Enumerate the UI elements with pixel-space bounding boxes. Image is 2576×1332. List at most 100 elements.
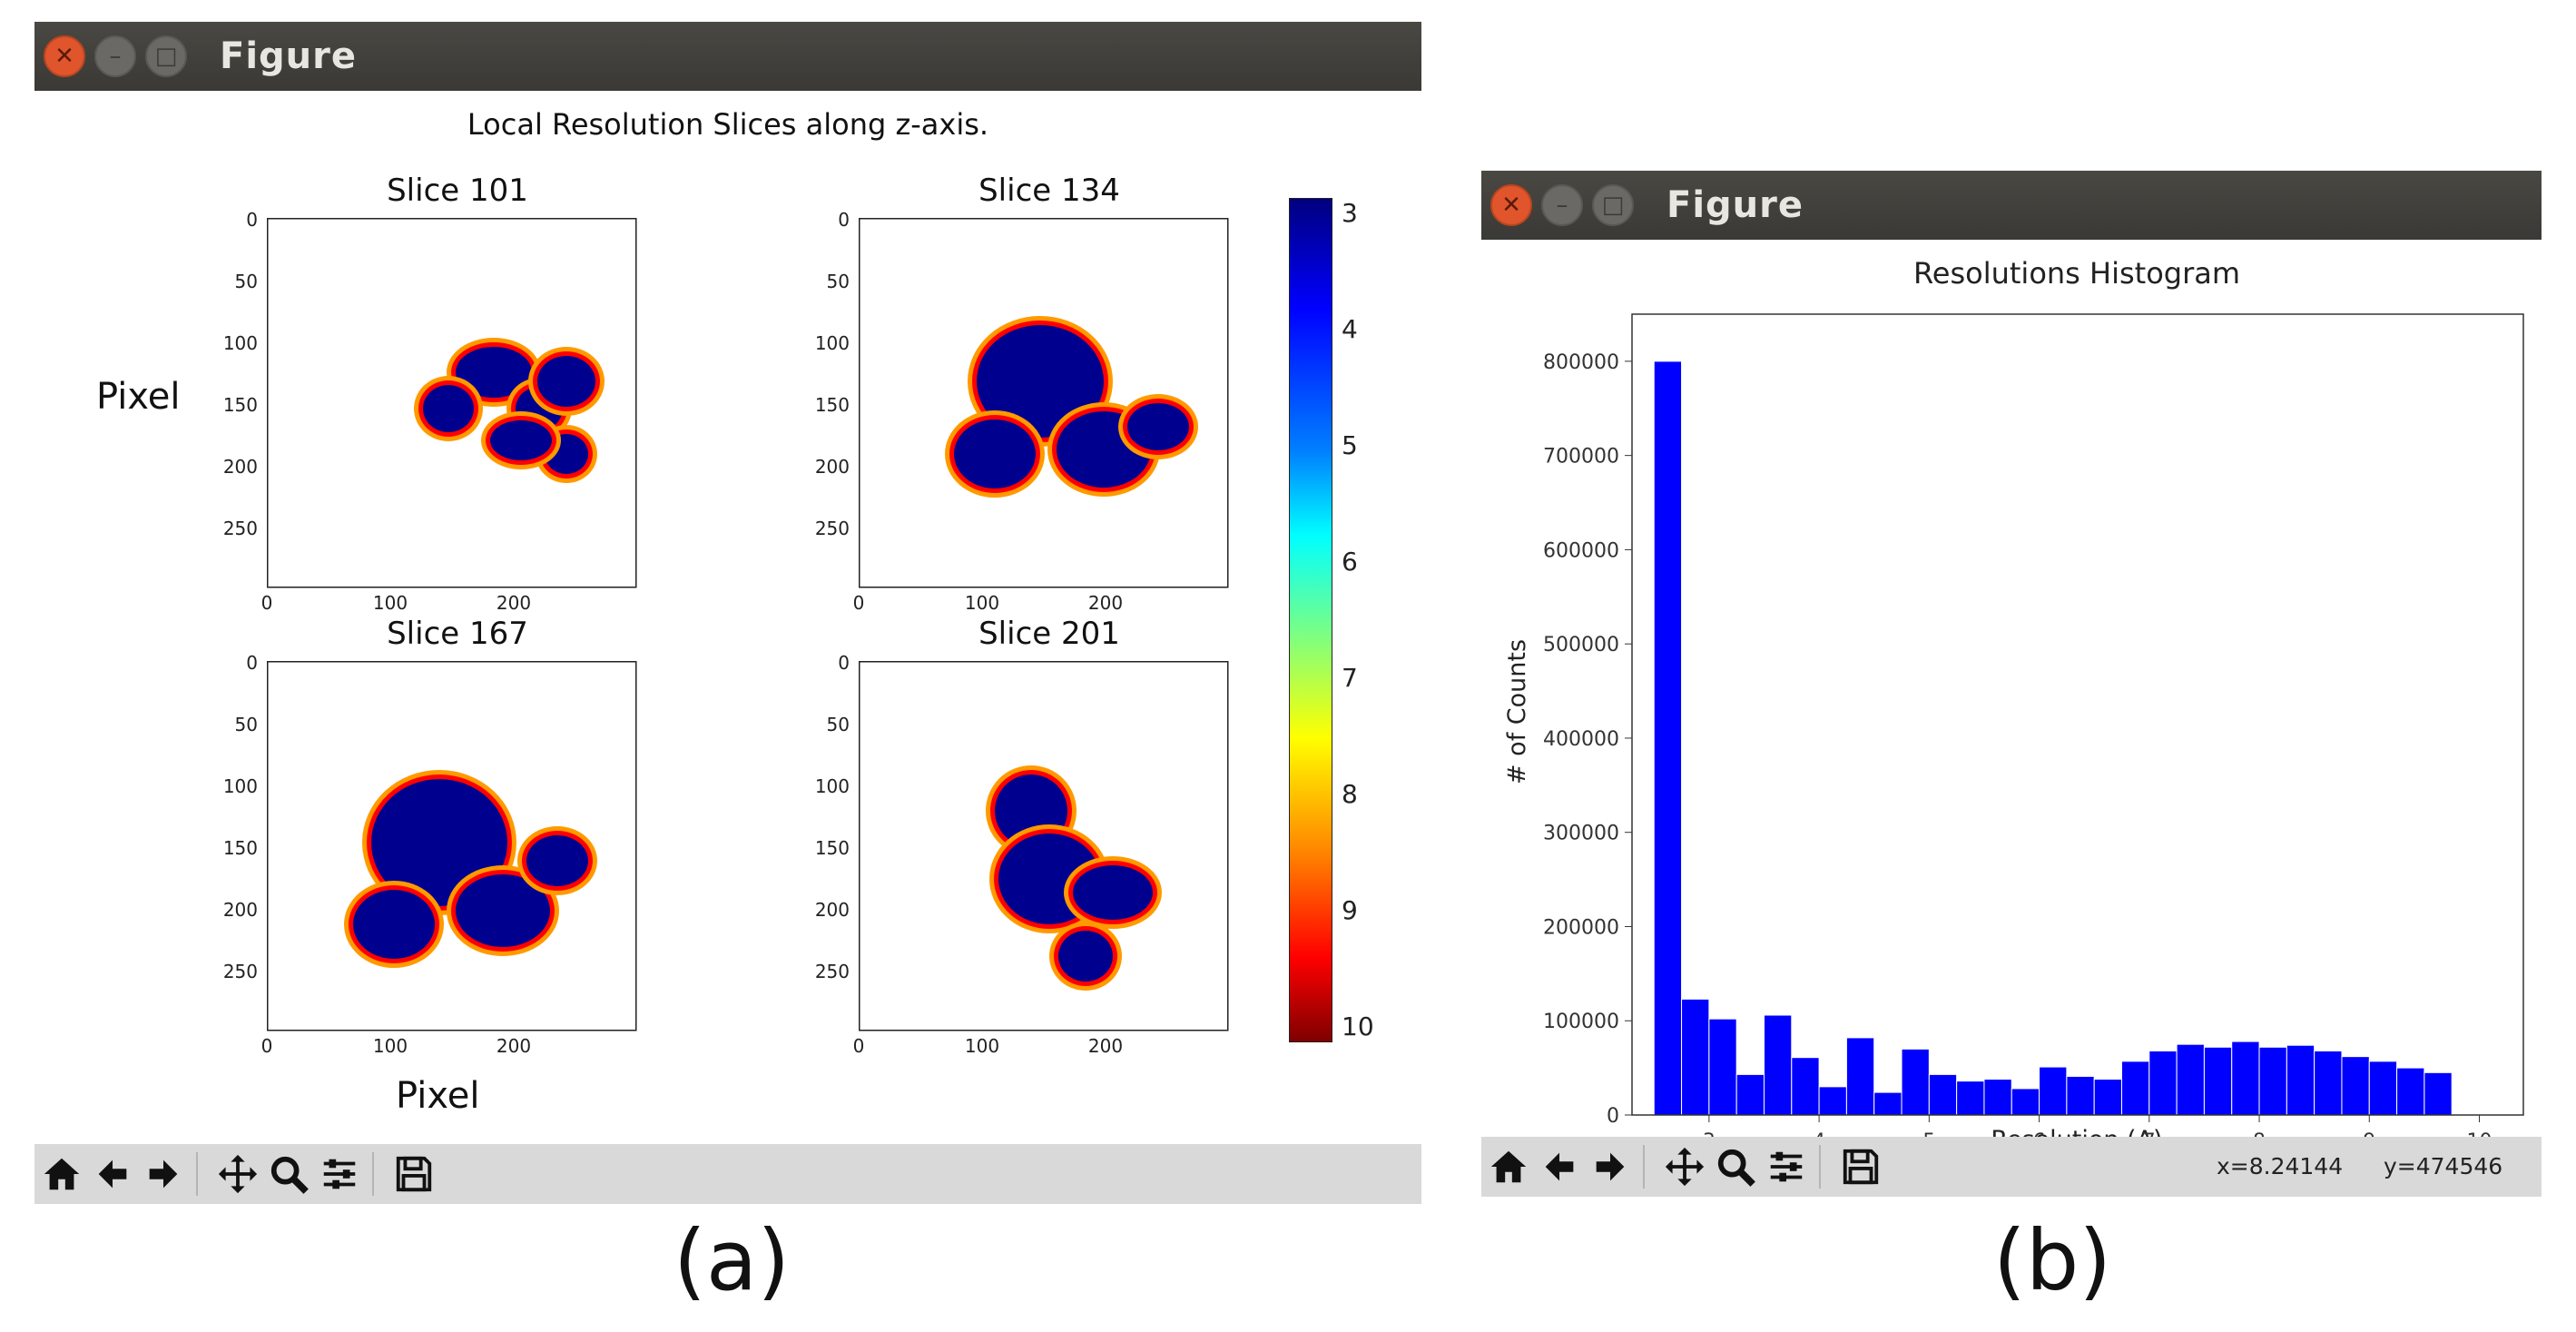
resolution-map-region: [526, 835, 588, 886]
resolution-map-region: [954, 419, 1036, 488]
home-icon[interactable]: [1485, 1143, 1532, 1190]
colorbar-tick-label: 6: [1342, 547, 1358, 577]
histogram-bar: [1983, 1079, 2012, 1116]
y-tick-label: 250: [222, 961, 258, 982]
titlebar-b[interactable]: ✕ – □ Figure: [1481, 171, 2542, 240]
save-icon[interactable]: [390, 1150, 438, 1198]
y-tick-label: 0: [838, 652, 850, 674]
histogram-bar: [1681, 998, 1710, 1116]
minimize-icon[interactable]: –: [94, 35, 136, 77]
histogram-bar: [1763, 1014, 1793, 1116]
back-icon[interactable]: [1536, 1143, 1583, 1190]
histogram-bar: [1928, 1073, 1958, 1116]
histogram-bar: [2341, 1056, 2370, 1116]
histogram-bar: [2286, 1044, 2315, 1116]
zoom-icon[interactable]: [265, 1150, 312, 1198]
histogram-bar: [2148, 1050, 2178, 1116]
histogram-bar: [2231, 1041, 2260, 1116]
slice-title-134: Slice 134: [978, 173, 1120, 209]
y-tick-label: 100: [222, 332, 258, 354]
y-tick-label: 0: [1607, 1105, 1619, 1128]
y-tick-label: 250: [814, 961, 850, 982]
toolbar-separator: [1819, 1145, 1824, 1189]
y-tick-label: 300000: [1543, 823, 1619, 845]
x-tick-label: 100: [372, 1035, 408, 1057]
zoom-icon[interactable]: [1712, 1143, 1759, 1190]
x-tick-label: 100: [372, 592, 408, 614]
colorbar-tick-label: 8: [1342, 779, 1358, 809]
y-tick-label: 250: [222, 518, 258, 539]
x-tick-label: 200: [1087, 592, 1124, 614]
y-tick-label: 800000: [1543, 351, 1619, 374]
y-tick-label: 50: [826, 271, 850, 292]
pan-icon[interactable]: [214, 1150, 261, 1198]
resolution-map-region: [1073, 865, 1153, 920]
colorbar: [1289, 198, 1332, 1042]
toolbar-separator: [1643, 1145, 1648, 1189]
y-tick-label: 200: [222, 899, 258, 921]
colorbar-tick-label: 5: [1342, 430, 1358, 460]
resolution-map-region: [456, 874, 550, 947]
colorbar-tick-label: 3: [1342, 198, 1358, 228]
y-tick-label: 400000: [1543, 728, 1619, 751]
y-tick-label: 150: [814, 837, 850, 859]
y-tick-label: 200000: [1543, 916, 1619, 939]
maximize-icon[interactable]: □: [1592, 184, 1634, 226]
y-axis-label: # of Counts: [1503, 639, 1531, 784]
y-axis-label: Pixel: [96, 376, 181, 418]
histogram-bar: [2011, 1088, 2040, 1116]
y-tick-label: 0: [246, 209, 258, 231]
back-icon[interactable]: [89, 1150, 136, 1198]
figure-window-a: ✕ – □ Figure Local Resolution Slices alo…: [34, 22, 1421, 1204]
histogram-bar: [1956, 1080, 1985, 1116]
histogram-bar: [2368, 1061, 2398, 1116]
minimize-icon[interactable]: –: [1541, 184, 1583, 226]
histogram-bars: [1653, 360, 2453, 1116]
y-tick-label: 0: [246, 652, 258, 674]
resolution-map-region: [490, 420, 552, 460]
histogram-bar: [1791, 1057, 1820, 1116]
y-tick-label: 500000: [1543, 634, 1619, 656]
histogram-bar: [2093, 1079, 2122, 1116]
home-icon[interactable]: [38, 1150, 85, 1198]
slice-panel: [859, 218, 1229, 588]
status-y-readout: y=474546: [2384, 1153, 2503, 1179]
histogram-bar: [2396, 1067, 2425, 1116]
histogram-chart: Resolutions Histogram Resolution (A) # o…: [1503, 256, 2524, 1154]
y-tick-label: 50: [826, 714, 850, 735]
y-tick-label: 150: [814, 394, 850, 416]
y-tick-label: 200: [814, 456, 850, 478]
status-x-readout: x=8.24144: [2217, 1153, 2344, 1179]
histogram-bar: [2314, 1050, 2343, 1116]
save-icon[interactable]: [1837, 1143, 1884, 1190]
x-tick-label: 0: [852, 592, 865, 614]
close-icon[interactable]: ✕: [1490, 184, 1532, 226]
x-tick-label: 200: [1087, 1035, 1124, 1057]
close-icon[interactable]: ✕: [44, 35, 85, 77]
forward-icon[interactable]: [140, 1150, 187, 1198]
resolution-map-region: [1058, 931, 1113, 982]
resolution-map-region: [456, 347, 532, 398]
configure-icon[interactable]: [1763, 1143, 1810, 1190]
slice-panel: [267, 661, 637, 1031]
x-tick-label: 200: [496, 1035, 532, 1057]
slice-panel: [859, 661, 1229, 1031]
colorbar-tick-label: 10: [1342, 1011, 1374, 1041]
configure-icon[interactable]: [316, 1150, 363, 1198]
histogram-bar: [1901, 1048, 1930, 1116]
chart-title: Resolutions Histogram: [1913, 256, 2240, 291]
maximize-icon[interactable]: □: [145, 35, 187, 77]
resolution-map-region: [977, 325, 1104, 438]
titlebar-a[interactable]: ✕ – □ Figure: [34, 22, 1421, 91]
y-tick-label: 150: [222, 394, 258, 416]
y-tick-label: 200: [814, 899, 850, 921]
histogram-bar: [1845, 1037, 1875, 1116]
pan-icon[interactable]: [1661, 1143, 1708, 1190]
histogram-bar: [2258, 1046, 2287, 1116]
forward-icon[interactable]: [1587, 1143, 1634, 1190]
plot-frame: [1631, 313, 2524, 1116]
y-tick-label: 150: [222, 837, 258, 859]
y-tick-label: 100000: [1543, 1011, 1619, 1033]
y-tick-label: 100: [814, 775, 850, 797]
histogram-bar: [1735, 1073, 1765, 1116]
